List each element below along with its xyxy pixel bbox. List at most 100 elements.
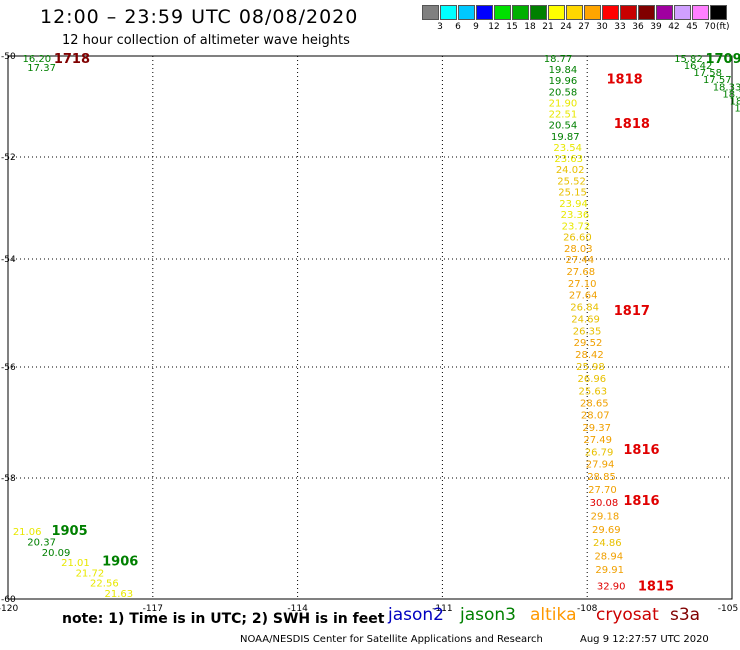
legend-label: 12: [488, 22, 500, 32]
satellite-s3a: s3a: [670, 605, 701, 625]
wave-height-label: 32.90: [597, 582, 626, 593]
pass-time-label: 1818: [607, 73, 643, 88]
legend-label: 70: [704, 22, 716, 32]
map-grid: [7, 55, 733, 600]
pass-time-label: 1906: [102, 554, 138, 569]
wave-height-label: 23.36: [561, 210, 590, 221]
wave-height-label: 28.65: [580, 399, 609, 410]
legend-label: 24: [560, 22, 572, 32]
legend-label: 9: [473, 22, 479, 32]
legend-swatch: [674, 5, 691, 20]
pass-time-label: 1905: [51, 524, 87, 539]
wave-height-label: 29.37: [582, 423, 611, 434]
axis-ticks: -120 -117 -114 -111 -108 -105 -50 -52 -54 -56 -58 -…: [0, 52, 738, 614]
wave-height-label: 20.58: [549, 87, 578, 98]
pass-time-label: 1709: [705, 52, 740, 67]
wave-height-label: 18.33: [713, 82, 740, 93]
wave-height-label: 27.94: [586, 460, 615, 471]
legend-label: 3: [437, 22, 443, 32]
legend-label: 27: [578, 22, 590, 32]
legend-swatch: [440, 5, 457, 20]
wave-height-label: 28.85: [587, 472, 616, 483]
wave-height-label: 30.08: [590, 498, 619, 509]
wave-height-label: 20.54: [549, 121, 578, 132]
wave-height-label: 24.02: [556, 165, 585, 176]
wave-height-label: 27.49: [583, 435, 612, 446]
satellite-cryosat: cryosat: [596, 605, 659, 625]
legend-label: 42: [668, 22, 680, 32]
wave-height-label: 26.60: [563, 233, 592, 244]
wave-height-label: 25.98: [576, 362, 605, 373]
wave-height-label: 27.44: [565, 255, 594, 266]
wave-height-label: 18.77: [544, 54, 573, 65]
legend-label: 45: [686, 22, 698, 32]
credit-line: NOAA/NESDIS Center for Satellite Applica…: [240, 634, 543, 645]
legend-label: 33: [614, 22, 626, 32]
wave-height-label: 18.66: [730, 96, 740, 107]
wave-height-label: 21.01: [61, 558, 90, 569]
wave-height-label: 16.42: [684, 61, 713, 72]
wave-height-label: 21.63: [105, 589, 134, 600]
wave-height-label: 25.15: [558, 188, 587, 199]
legend-swatch: [638, 5, 655, 20]
time-labels: 1718 1818 1818 1709 1817 1816 1816 1815 1905 1906: [51, 52, 740, 595]
legend-label: 39: [650, 22, 662, 32]
wave-height-label: 26.35: [573, 326, 602, 337]
wave-height-label: 19.: [734, 104, 740, 115]
wave-height-label: 26.96: [578, 374, 607, 385]
wave-height-label: 17.37: [27, 63, 56, 74]
wave-height-label: 20.37: [27, 538, 56, 549]
pass-time-label: 1815: [638, 580, 674, 595]
wave-height-label: 24.86: [593, 538, 622, 549]
wave-height-label: 23.72: [562, 221, 591, 232]
legend-label: 21: [542, 22, 554, 32]
wave-height-label: 27.64: [569, 291, 598, 302]
pass-time-label: 1817: [614, 304, 650, 319]
wave-height-label: 17.57: [703, 75, 732, 86]
wave-height-label: 21.72: [76, 568, 105, 579]
legend-swatch: [566, 5, 583, 20]
legend-swatch: [512, 5, 529, 20]
legend-swatch: [584, 5, 601, 20]
lon-tick-label: -111: [432, 604, 452, 614]
wave-height-label: 23.54: [553, 143, 582, 154]
legend-label: 15: [506, 22, 518, 32]
pass-time-label: 1816: [623, 494, 659, 509]
pass-time-label: 1818: [614, 117, 650, 132]
legend-label: 30: [596, 22, 608, 32]
legend-swatch: [422, 5, 439, 20]
wave-height-label: 25.63: [579, 386, 608, 397]
wave-height-label: 27.70: [588, 485, 617, 496]
legend-swatch: [710, 5, 727, 20]
legend-swatch: [656, 5, 673, 20]
wave-height-label: 21.06: [13, 527, 42, 538]
wave-height-label: 17.58: [693, 68, 722, 79]
wave-height-label: 19.96: [549, 76, 578, 87]
footer-note: note: 1) Time is in UTC; 2) SWH is in fe…: [62, 611, 385, 627]
legend-swatch: [458, 5, 475, 20]
wave-height-label: 19.84: [549, 65, 578, 76]
legend-swatch: [692, 5, 709, 20]
legend-label: 36: [632, 22, 644, 32]
lon-tick-label: -108: [577, 604, 598, 614]
legend-swatch: [602, 5, 619, 20]
legend-unit: (ft): [716, 22, 730, 32]
lon-tick-label: -117: [143, 604, 163, 614]
timestamp: Aug 9 12:27:57 UTC 2020: [580, 634, 709, 645]
wave-height-label: 26.84: [570, 303, 599, 314]
wave-height-label: 25.52: [557, 176, 586, 187]
wave-height-label: 28.42: [575, 350, 604, 361]
satellite-altika: altika: [530, 605, 577, 625]
page-title: 12:00 – 23:59 UTC 08/08/2020: [40, 6, 359, 28]
page-subtitle: 12 hour collection of altimeter wave hei…: [62, 33, 350, 48]
wave-height-label: 28.03: [564, 244, 593, 255]
lat-tick-label: -60: [1, 595, 16, 605]
lat-tick-label: -52: [1, 153, 16, 163]
legend-label: 6: [455, 22, 461, 32]
lon-tick-label: -105: [718, 604, 738, 614]
wave-height-label: 19.87: [551, 132, 580, 143]
wave-height-label: 15.82: [674, 54, 703, 65]
wave-height-label: 27.10: [568, 279, 597, 290]
